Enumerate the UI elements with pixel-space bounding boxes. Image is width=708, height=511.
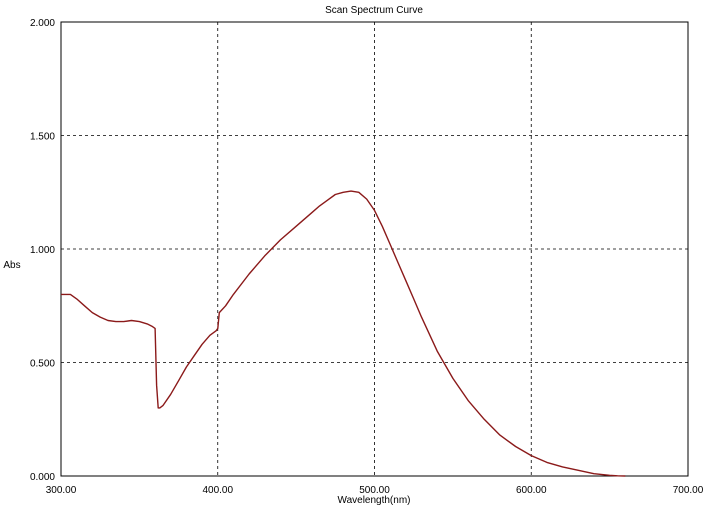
y-tick-label: 1.000 [30,245,55,256]
x-tick-label: 400.00 [202,485,233,496]
x-tick-label: 700.00 [673,485,704,496]
y-tick-label: 1.500 [30,132,55,143]
x-tick-label: 600.00 [516,485,547,496]
y-tick-label: 2.000 [30,18,55,29]
x-tick-label: 300.00 [46,485,77,496]
chart-title: Scan Spectrum Curve [325,5,423,16]
plot-area: 300.00 400.00 500.00 600.00 700.00 0.000 0.500… [30,18,704,496]
x-tick-label: 500.00 [359,485,390,496]
y-tick-label: 0.000 [30,472,55,483]
y-axis-label: Abs [3,260,20,271]
x-axis-label: Wavelength(nm) [338,495,411,506]
series-line [61,190,626,477]
y-tick-label: 0.500 [30,359,55,370]
